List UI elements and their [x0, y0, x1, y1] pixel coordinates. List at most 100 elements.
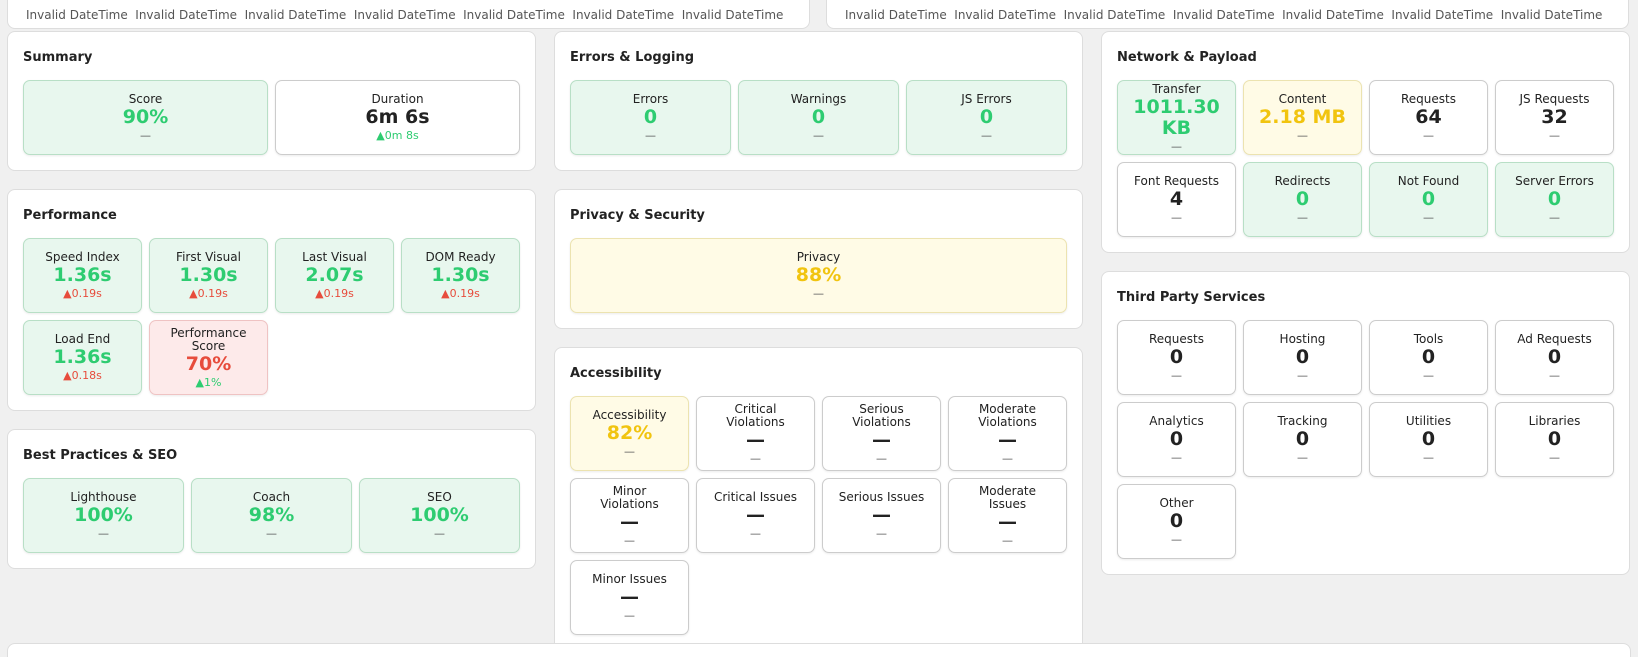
metric-value: 64 — [1415, 106, 1442, 128]
date-label: Invalid DateTime — [1391, 8, 1494, 22]
metric-delta: — — [981, 129, 992, 142]
metric-label: Score — [128, 92, 163, 106]
metric-delta: — — [1171, 211, 1182, 224]
metric-value: 0 — [1547, 346, 1562, 368]
metric-tile: Coach 98% — — [191, 478, 352, 553]
metric-delta: — — [140, 129, 151, 142]
metric-delta: — — [750, 527, 761, 540]
metric-delta: — — [1423, 369, 1434, 382]
metric-value: 82% — [606, 422, 653, 444]
metric-tile: Errors 0— — [570, 80, 731, 155]
metric-value: 2.07s — [305, 264, 364, 286]
date-label: Invalid DateTime — [135, 8, 238, 22]
metric-label: Errors — [632, 92, 669, 106]
panel: Network & Payload Transfer 1011.30 KB — Cont… — [1101, 31, 1630, 253]
metric-label: Performance Score — [170, 325, 247, 353]
metric-delta: — — [1423, 129, 1434, 142]
metric-tile: Utilities 0— — [1369, 402, 1488, 477]
metric-value: 100% — [74, 504, 133, 526]
metric-delta: — — [1171, 139, 1182, 153]
metric-label: Serious Issues — [838, 490, 925, 504]
date-strip: Invalid DateTime Invalid DateTime Invalid … — [826, 0, 1629, 29]
metric-tile: JS Requests 32— — [1495, 80, 1614, 155]
metric-value: 0 — [811, 106, 826, 128]
metric-tile: Minor Violations — — — [570, 478, 689, 553]
metric-label: Not Found — [1397, 174, 1460, 188]
metric-delta: — — [1297, 211, 1308, 224]
metric-tile: Tracking 0— — [1243, 402, 1362, 477]
metric-label: Warnings — [790, 92, 847, 106]
metric-value: 0 — [1421, 346, 1436, 368]
metric-value: 0 — [1295, 346, 1310, 368]
panel-title: Summary — [23, 50, 93, 65]
metric-delta: — — [624, 445, 635, 458]
metric-delta: — — [98, 527, 109, 540]
metric-delta: — — [266, 527, 277, 540]
date-label: Invalid DateTime — [954, 8, 1057, 22]
date-label: Invalid DateTime — [1500, 8, 1603, 22]
metric-tile: Score 90% — — [23, 80, 268, 155]
metric-tile: Critical Issues — — — [696, 478, 815, 553]
metric-value: 2.18 MB — [1259, 106, 1346, 128]
metric-value: 6m 6s — [365, 106, 430, 128]
metric-tile: Warnings 0— — [738, 80, 899, 155]
panel: Errors & Logging Errors 0— Warnings 0— JS Err… — [554, 31, 1083, 171]
date-label: Invalid DateTime — [1063, 8, 1166, 22]
metric-delta: — — [876, 451, 887, 465]
metric-tile: Accessibility 82% — — [570, 396, 689, 471]
metric-tile: Font Requests 4— — [1117, 162, 1236, 237]
metric-label: Transfer — [1152, 81, 1201, 96]
metric-value: 1.30s — [431, 264, 490, 286]
metric-value: — — [746, 428, 765, 451]
date-label: Invalid DateTime — [845, 8, 947, 22]
metric-label: Ad Requests — [1517, 332, 1592, 346]
metric-label: SEO — [427, 490, 452, 504]
metric-delta: — — [1549, 129, 1560, 142]
metric-tile: Analytics 0— — [1117, 402, 1236, 477]
tile-grid: Accessibility 82% — Critical Violations — — Se… — [570, 396, 1067, 635]
metric-delta: — — [624, 533, 635, 547]
metric-delta: — — [813, 129, 824, 142]
column: Network & Payload Transfer 1011.30 KB — Cont… — [1101, 31, 1630, 651]
panel-title: Privacy & Security — [570, 208, 705, 223]
bottom-card — [7, 643, 1631, 657]
metric-label: Tools — [1413, 332, 1444, 346]
metric-delta: — — [1297, 369, 1308, 382]
date-label: Invalid DateTime — [26, 8, 128, 22]
metric-value: 0 — [979, 106, 994, 128]
metric-tile: SEO 100% — — [359, 478, 520, 553]
metric-delta: — — [876, 527, 887, 540]
metric-tile: Other 0— — [1117, 484, 1236, 559]
metric-value: 1.36s — [53, 346, 112, 368]
metric-tile: Lighthouse 100% — — [23, 478, 184, 553]
metric-delta: — — [1423, 451, 1434, 464]
metric-value: 4 — [1169, 188, 1184, 210]
metric-value: 1.30s — [179, 264, 238, 286]
metric-tile: JS Errors 0— — [906, 80, 1067, 155]
metric-label: Analytics — [1149, 414, 1204, 428]
metric-delta: 0.19s — [315, 287, 354, 300]
metric-label: JS Requests — [1519, 92, 1590, 106]
metric-label: Libraries — [1528, 414, 1581, 428]
date-label: Invalid DateTime — [244, 8, 347, 22]
metric-delta: — — [1297, 129, 1308, 142]
metric-tile: Redirects 0— — [1243, 162, 1362, 237]
metric-label: Last Visual — [302, 250, 367, 264]
metric-delta: — — [1423, 211, 1434, 224]
metric-label: Coach — [252, 490, 291, 504]
metric-value: 1011.30 KB — [1133, 95, 1220, 139]
date-label: Invalid DateTime — [463, 8, 565, 22]
column: Errors & Logging Errors 0— Warnings 0— JS Err… — [554, 31, 1083, 651]
metric-value: 0 — [1169, 510, 1184, 532]
metric-value: 0 — [1295, 428, 1310, 450]
date-label: Invalid DateTime — [572, 8, 675, 22]
metric-label: Requests — [1401, 92, 1456, 106]
metric-value: 0 — [1295, 188, 1310, 210]
